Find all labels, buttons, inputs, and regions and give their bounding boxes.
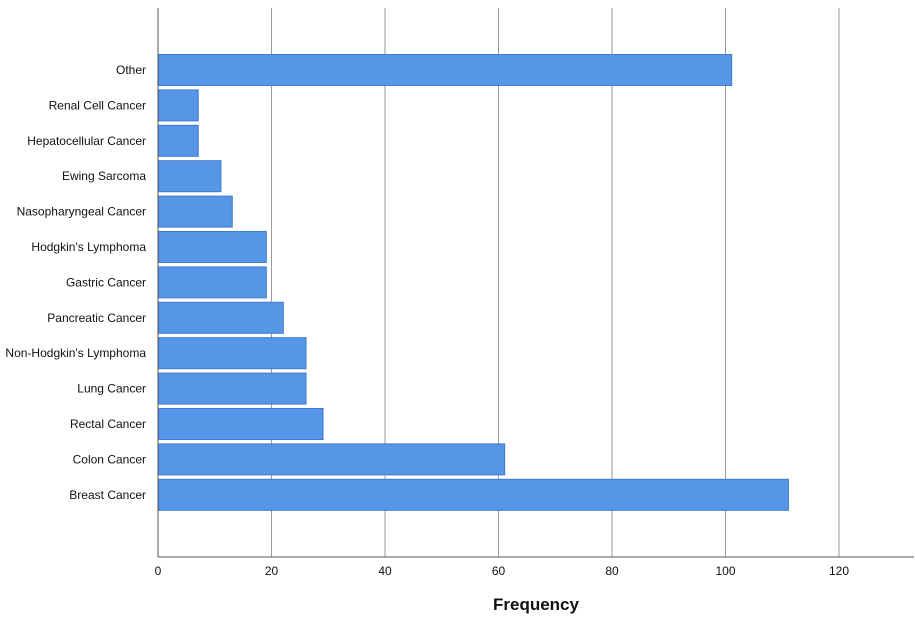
bar-pancreatic-cancer: [158, 301, 284, 334]
category-label: Pancreatic Cancer: [47, 311, 146, 325]
category-label: Hodgkin's Lymphoma: [31, 240, 146, 254]
x-tick-label: 100: [715, 564, 735, 578]
bar-lung-cancer: [158, 372, 307, 405]
category-labels: Other Renal Cell Cancer Hepatocellular Can…: [5, 63, 146, 502]
category-label: Renal Cell Cancer: [49, 98, 146, 112]
bar-gastric-cancer: [158, 266, 267, 299]
bar-hodgkin-s-lymphoma: [158, 231, 267, 263]
x-tick-label: 40: [378, 564, 392, 578]
category-label: Hepatocellular Cancer: [27, 134, 146, 148]
x-tick-label: 0: [155, 564, 162, 578]
x-tick-label: 60: [492, 564, 506, 578]
bar-breast-cancer: [158, 478, 789, 511]
bar-hepatocellular-cancer: [158, 124, 199, 157]
bar-ewing-sarcoma: [158, 160, 222, 193]
bar-other: [158, 54, 733, 86]
category-label: Rectal Cancer: [70, 417, 146, 431]
category-label: Non-Hodgkin's Lymphoma: [5, 346, 146, 360]
bar-colon-cancer: [158, 443, 506, 476]
x-tick-labels: 0 20 40 60 80 100 120: [155, 564, 850, 578]
bar-non-hodgkin-s-lymphoma: [158, 337, 307, 370]
bar-renal-cell-cancer: [158, 89, 199, 122]
category-label: Lung Cancer: [77, 382, 146, 396]
category-label: Ewing Sarcoma: [62, 169, 146, 183]
x-tick-label: 120: [829, 564, 849, 578]
bar-rectal-cancer: [158, 408, 324, 440]
category-label: Other: [116, 63, 146, 77]
category-label: Colon Cancer: [73, 452, 146, 466]
bar-nasopharyngeal-cancer: [158, 195, 233, 228]
x-axis-title: Frequency: [493, 595, 580, 614]
x-tick-label: 20: [265, 564, 279, 578]
category-label: Gastric Cancer: [66, 275, 146, 289]
x-tick-label: 80: [605, 564, 619, 578]
bars: [158, 54, 789, 511]
category-label: Nasopharyngeal Cancer: [17, 205, 146, 219]
category-label: Breast Cancer: [69, 488, 146, 502]
